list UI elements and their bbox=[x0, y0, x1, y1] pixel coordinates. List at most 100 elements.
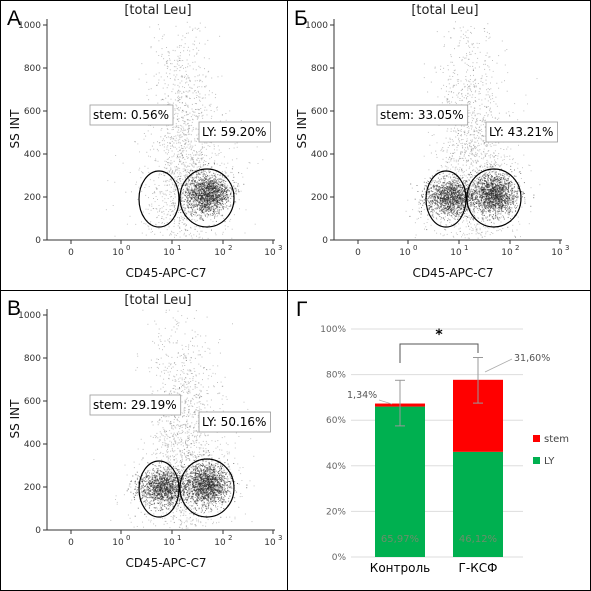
gate-stem-ellipse bbox=[138, 460, 180, 518]
y-tick-label: 400 bbox=[24, 440, 41, 450]
gate-label-box-ly bbox=[198, 121, 271, 143]
y-tick-label: 1000 bbox=[18, 311, 41, 321]
x-tick-label: 10 bbox=[214, 248, 226, 258]
data-label-ly: 65,97% bbox=[381, 534, 419, 545]
legend-swatch bbox=[533, 435, 540, 442]
y-tick-label: 40% bbox=[326, 462, 346, 472]
x-tick-exponent: 2 bbox=[515, 244, 519, 252]
panel-title: [total Leu] bbox=[124, 293, 191, 308]
gate-label-ly: LY: 59.20% bbox=[202, 125, 266, 139]
category-label: Контроль bbox=[370, 561, 430, 575]
data-label-ly: 46,12% bbox=[459, 534, 497, 545]
legend-swatch bbox=[533, 457, 540, 464]
x-tick-exponent: 3 bbox=[278, 534, 282, 542]
panel-label: Б bbox=[294, 7, 308, 30]
y-tick-label: 200 bbox=[24, 483, 41, 493]
x-tick-exponent: 1 bbox=[177, 244, 181, 252]
x-tick-label: 10 bbox=[163, 248, 175, 258]
gate-label-ly: LY: 43.21% bbox=[489, 125, 553, 139]
data-label-stem: 1,34% bbox=[347, 390, 377, 401]
y-axis-label: SS INT bbox=[295, 109, 309, 149]
gate-label-box-stem bbox=[376, 104, 469, 126]
x-tick-label: 0 bbox=[355, 248, 361, 258]
y-tick-label: 1000 bbox=[305, 21, 328, 31]
bar-panel-g: Г 0% 20% 40% 60% 80% 100% Контроль 65,97% Г-КСФ 46… bbox=[287, 290, 591, 591]
gate-label-ly: LY: 50.16% bbox=[202, 415, 266, 429]
scatter-dots bbox=[405, 21, 541, 239]
x-tick-exponent: 1 bbox=[464, 244, 468, 252]
y-tick-label: 600 bbox=[311, 107, 328, 117]
gate-ly-ellipse bbox=[179, 458, 235, 518]
x-tick-exponent: 3 bbox=[278, 244, 282, 252]
bar-ly bbox=[375, 406, 425, 557]
x-tick-label: 10 bbox=[399, 248, 411, 258]
legend-label: LY bbox=[544, 456, 555, 467]
flow-panel-a: А [total Leu] 0 200 400 600 800 1000 0 10 0 10 1 10 2 1… bbox=[0, 0, 288, 291]
y-tick-label: 600 bbox=[24, 397, 41, 407]
flow-panel-v: В [total Leu] 0 200 400 600 800 1000 0 10 0 10 1 10 2 1… bbox=[0, 290, 288, 591]
x-tick-label: 0 bbox=[68, 248, 74, 258]
y-tick-label: 200 bbox=[24, 193, 41, 203]
gate-label-stem: stem: 29.19% bbox=[93, 398, 177, 412]
y-tick-label: 80% bbox=[326, 371, 346, 381]
x-axis-label: CD45-APC-C7 bbox=[125, 266, 206, 280]
gate-label-box-ly bbox=[485, 121, 558, 143]
gate-ly-ellipse bbox=[179, 168, 235, 228]
scatter-dots bbox=[93, 309, 255, 529]
leader-line bbox=[484, 358, 513, 373]
y-tick-label: 0 bbox=[35, 236, 41, 246]
y-tick-label: 100% bbox=[320, 325, 346, 335]
stacked-bar-chart: Г 0% 20% 40% 60% 80% 100% Контроль 65,97% Г-КСФ 46… bbox=[296, 298, 569, 575]
x-tick-label: 10 bbox=[551, 248, 563, 258]
x-axis-label: CD45-APC-C7 bbox=[412, 266, 493, 280]
y-tick-label: 800 bbox=[24, 64, 41, 74]
x-tick-exponent: 1 bbox=[177, 534, 181, 542]
panel-label: Г bbox=[296, 298, 307, 321]
y-axis-label: SS INT bbox=[8, 399, 22, 439]
x-tick-label: 10 bbox=[450, 248, 462, 258]
y-tick-label: 800 bbox=[311, 64, 328, 74]
y-tick-label: 400 bbox=[311, 150, 328, 160]
x-tick-label: 10 bbox=[264, 538, 276, 548]
x-tick-exponent: 2 bbox=[228, 534, 232, 542]
y-tick-label: 20% bbox=[326, 507, 346, 517]
x-tick-label: 10 bbox=[264, 248, 276, 258]
legend-label: stem bbox=[544, 434, 569, 445]
gate-label-stem: stem: 0.56% bbox=[93, 108, 169, 122]
y-tick-label: 0 bbox=[322, 236, 328, 246]
gate-label-box-stem bbox=[89, 394, 182, 416]
flow-panel-b: Б [total Leu] 0 200 400 600 800 1000 0 10 0 10 1 10 2 1… bbox=[287, 0, 591, 291]
significance-bracket bbox=[399, 343, 479, 363]
y-tick-label: 60% bbox=[326, 416, 346, 426]
x-tick-exponent: 0 bbox=[126, 534, 130, 542]
gate-ly-ellipse bbox=[466, 168, 522, 228]
y-tick-label: 800 bbox=[24, 354, 41, 364]
data-label-stem: 31,60% bbox=[514, 353, 550, 364]
y-tick-label: 1000 bbox=[18, 21, 41, 31]
panel-title: [total Leu] bbox=[124, 3, 191, 18]
x-tick-exponent: 0 bbox=[126, 244, 130, 252]
x-tick-label: 10 bbox=[163, 538, 175, 548]
x-tick-exponent: 3 bbox=[565, 244, 569, 252]
x-tick-label: 10 bbox=[501, 248, 513, 258]
gate-stem-ellipse bbox=[138, 170, 180, 228]
y-tick-label: 0 bbox=[35, 526, 41, 536]
x-axis-label: CD45-APC-C7 bbox=[125, 556, 206, 570]
x-tick-label: 10 bbox=[112, 248, 124, 258]
x-tick-label: 10 bbox=[214, 538, 226, 548]
y-tick-label: 400 bbox=[24, 150, 41, 160]
gate-label-box-ly bbox=[198, 411, 271, 433]
x-tick-exponent: 2 bbox=[228, 244, 232, 252]
panel-label: В bbox=[7, 297, 21, 320]
panel-title: [total Leu] bbox=[411, 3, 478, 18]
y-tick-label: 600 bbox=[24, 107, 41, 117]
gate-label-box-stem bbox=[89, 104, 174, 126]
significance-marker: * bbox=[435, 327, 443, 343]
y-axis-label: SS INT bbox=[8, 109, 22, 149]
y-tick-label: 0% bbox=[332, 553, 347, 563]
y-tick-label: 200 bbox=[311, 193, 328, 203]
gate-stem-ellipse bbox=[425, 170, 467, 228]
x-tick-label: 0 bbox=[68, 538, 74, 548]
